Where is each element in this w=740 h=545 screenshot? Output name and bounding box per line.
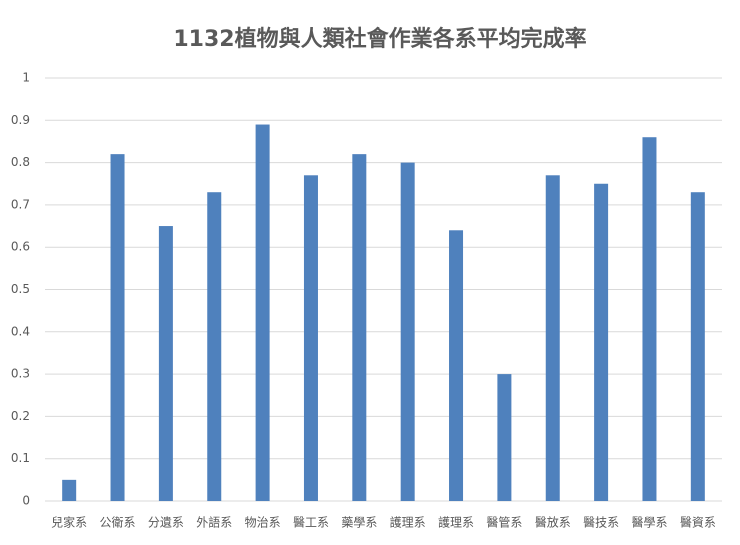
x-tick-label: 醫資系 bbox=[680, 516, 716, 530]
bar bbox=[207, 192, 222, 501]
x-tick-label: 醫工系 bbox=[293, 516, 329, 530]
y-tick-label: 0.4 bbox=[11, 324, 30, 338]
x-tick-label: 護理系 bbox=[438, 515, 474, 530]
x-tick-label: 醫學系 bbox=[631, 516, 667, 530]
chart-title: 1132植物與人類社會作業各系平均完成率 bbox=[173, 26, 586, 52]
bar bbox=[449, 230, 464, 501]
x-tick-label: 分遺系 bbox=[148, 515, 184, 530]
bar bbox=[303, 175, 318, 502]
x-tick-label: 兒家系 bbox=[51, 515, 87, 530]
bar bbox=[400, 162, 415, 501]
y-tick-label: 0.2 bbox=[11, 409, 30, 423]
bar bbox=[352, 154, 367, 501]
y-tick-label: 0 bbox=[22, 494, 30, 508]
x-tick-label: 醫放系 bbox=[535, 515, 571, 530]
bar bbox=[110, 154, 125, 501]
y-tick-label: 0.1 bbox=[11, 451, 30, 465]
x-tick-label: 護理系 bbox=[390, 515, 426, 530]
bar bbox=[497, 374, 512, 501]
x-tick-label: 醫技系 bbox=[583, 516, 619, 530]
y-tick-label: 0.9 bbox=[11, 113, 30, 127]
bar bbox=[690, 192, 705, 501]
x-tick-label: 公衛系 bbox=[100, 516, 136, 530]
y-tick-label: 0.5 bbox=[11, 282, 30, 296]
bar bbox=[158, 226, 173, 502]
y-tick-label: 0.6 bbox=[11, 240, 30, 254]
y-tick-label: 0.3 bbox=[11, 367, 30, 381]
x-tick-label: 藥學系 bbox=[341, 516, 377, 530]
bar bbox=[545, 175, 560, 502]
x-tick-label: 外語系 bbox=[196, 515, 232, 530]
x-tick-label: 物治系 bbox=[245, 516, 281, 530]
y-tick-label: 0.7 bbox=[11, 197, 30, 211]
bar bbox=[642, 137, 657, 501]
bar bbox=[62, 479, 77, 501]
y-tick-label: 1 bbox=[22, 71, 30, 85]
x-tick-label: 醫管系 bbox=[486, 515, 522, 530]
y-tick-label: 0.8 bbox=[11, 155, 30, 169]
bar bbox=[594, 183, 609, 501]
bar bbox=[255, 124, 270, 501]
